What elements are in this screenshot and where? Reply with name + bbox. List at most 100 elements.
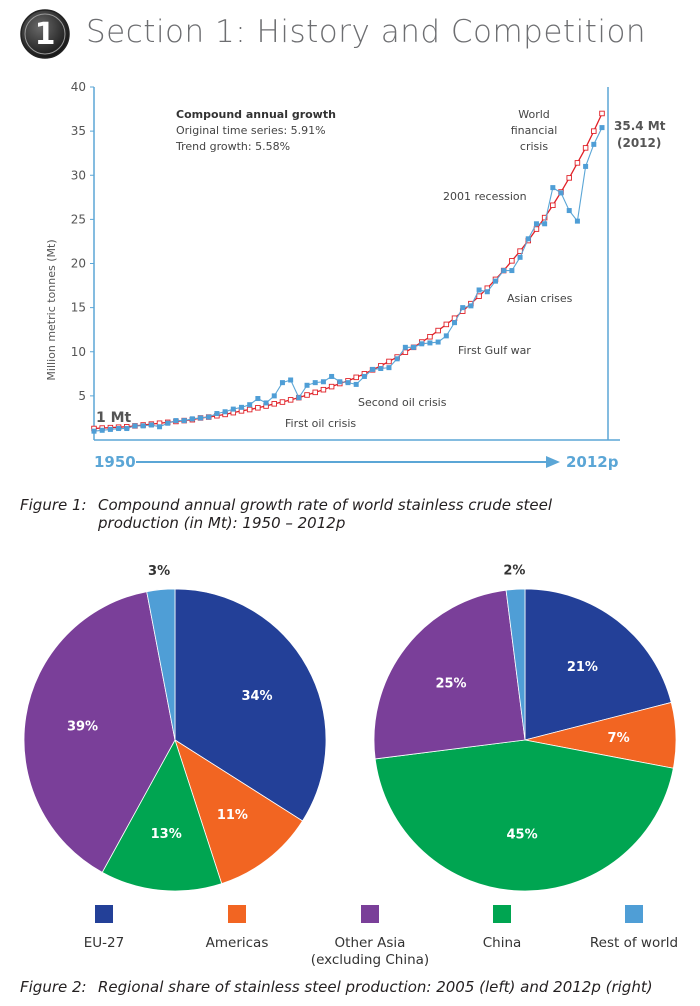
info-title: Compound annual growth xyxy=(176,108,336,121)
info-trend-growth: Trend growth: 5.58% xyxy=(175,140,290,153)
pie-chart-2005: 34% 11% 13% 39% 3% xyxy=(23,564,327,892)
trend-point xyxy=(328,383,335,390)
info-original-growth: Original time series: 5.91% xyxy=(176,124,326,137)
trend-point xyxy=(255,405,261,411)
actual-point xyxy=(599,125,605,131)
actual-point xyxy=(411,344,417,350)
figure-1-caption-line2: production (in Mt): 1950 – 2012p xyxy=(98,514,346,532)
y-tick-label: 15 xyxy=(71,301,86,315)
actual-point xyxy=(501,268,507,274)
section-title: Section 1: History and Competition xyxy=(86,14,647,50)
actual-point xyxy=(320,379,326,385)
actual-point xyxy=(533,221,539,227)
legend-label-rest-of-world: Rest of world xyxy=(589,935,679,951)
actual-point xyxy=(550,185,556,191)
actual-point xyxy=(345,380,351,386)
actual-point xyxy=(279,380,285,386)
trend-point xyxy=(320,386,327,393)
actual-point xyxy=(189,416,195,422)
actual-point xyxy=(198,415,204,421)
actual-point xyxy=(468,303,474,309)
trend-point xyxy=(599,110,605,117)
trend-point xyxy=(386,358,392,365)
growth-info-box: Compound annual growth Original time ser… xyxy=(175,108,336,153)
actual-point xyxy=(214,411,220,417)
annotation-first-oil-crisis: First oil crisis xyxy=(285,417,356,430)
figure-1-caption: Figure 1: Compound annual growth rate of … xyxy=(20,496,658,532)
actual-point xyxy=(107,426,113,432)
actual-point xyxy=(165,420,171,426)
actual-point xyxy=(132,423,138,429)
figure-2-label: Figure 2: xyxy=(20,978,87,996)
legend-swatch-rest-of-world xyxy=(625,905,643,923)
trend-point xyxy=(476,293,482,299)
start-value-label: 1 Mt xyxy=(96,410,132,426)
trend-point xyxy=(402,349,409,355)
actual-point xyxy=(542,221,548,227)
actual-point xyxy=(206,414,212,420)
actual-point xyxy=(337,379,343,385)
legend-swatch-china xyxy=(493,905,511,923)
actual-point xyxy=(288,377,294,383)
y-tick-label: 5 xyxy=(78,389,86,403)
legend-item-rest-of-world: Rest of world xyxy=(564,898,700,952)
trend-point xyxy=(566,175,572,181)
legend-swatch-other-asia xyxy=(361,905,379,923)
actual-point xyxy=(492,278,498,284)
annotation-second-oil-crisis: Second oil crisis xyxy=(358,396,447,409)
actual-point xyxy=(157,424,163,430)
trend-point xyxy=(591,128,597,134)
annotation-crisis: crisis xyxy=(520,140,548,153)
legend-item-other-asia: Other Asia (excluding China) xyxy=(300,898,440,969)
trend-point xyxy=(304,392,310,398)
growth-line-chart: Million metric tonnes (Mt) 5 10 15 20 25 30 35… xyxy=(45,80,666,471)
y-tick-label: 10 xyxy=(71,345,86,359)
pie-slice-other-asia xyxy=(23,591,176,873)
figure-1-caption-line1: Compound annual growth rate of world sta… xyxy=(98,496,553,514)
section-number: 1 xyxy=(35,17,56,52)
pie-label-americas: 11% xyxy=(217,808,248,823)
actual-point xyxy=(173,418,179,424)
actual-point xyxy=(247,402,253,408)
trend-point xyxy=(427,333,433,340)
legend-label-other-asia: Other Asia xyxy=(334,935,406,951)
actual-point xyxy=(558,190,564,196)
trend-point xyxy=(312,389,318,396)
trend-point xyxy=(574,160,581,166)
actual-point xyxy=(394,356,400,362)
actual-point xyxy=(435,339,441,345)
actual-point xyxy=(148,422,154,428)
y-tick-label: 35 xyxy=(71,124,86,138)
legend-swatch-americas xyxy=(228,905,246,923)
actual-point xyxy=(263,400,269,406)
actual-point xyxy=(255,396,261,402)
trend-point xyxy=(550,202,556,209)
actual-point xyxy=(566,208,572,214)
y-tick-label: 40 xyxy=(71,80,86,94)
legend-label-other-asia-note: (excluding China) xyxy=(310,952,430,968)
actual-point xyxy=(402,344,408,350)
actual-point xyxy=(591,141,597,147)
actual-point xyxy=(296,395,302,401)
actual-point xyxy=(124,426,130,432)
legend-label-americas: Americas xyxy=(205,935,269,951)
trend-point xyxy=(246,406,253,413)
y-tick-label: 25 xyxy=(71,212,86,226)
timeline-arrow: 1950 2012p xyxy=(94,453,619,471)
actual-point xyxy=(452,320,458,326)
figure-2-caption-text: Regional share of stainless steel produc… xyxy=(98,978,653,996)
pie-slice-rest-of-world xyxy=(146,588,176,741)
actual-point xyxy=(443,333,449,339)
y-axis-label: Million metric tonnes (Mt) xyxy=(45,239,58,380)
actual-point xyxy=(370,366,376,372)
y-tick-label: 20 xyxy=(71,257,86,271)
actual-point xyxy=(574,218,580,224)
actual-point xyxy=(222,409,228,415)
trend-point xyxy=(287,397,294,403)
actual-line xyxy=(93,127,603,432)
pie-slice-china xyxy=(374,739,674,892)
actual-point xyxy=(386,365,392,371)
pie-legend: EU-27 Americas Other Asia (excluding Chin… xyxy=(0,898,700,978)
actual-point xyxy=(140,423,146,429)
actual-point xyxy=(361,373,367,379)
